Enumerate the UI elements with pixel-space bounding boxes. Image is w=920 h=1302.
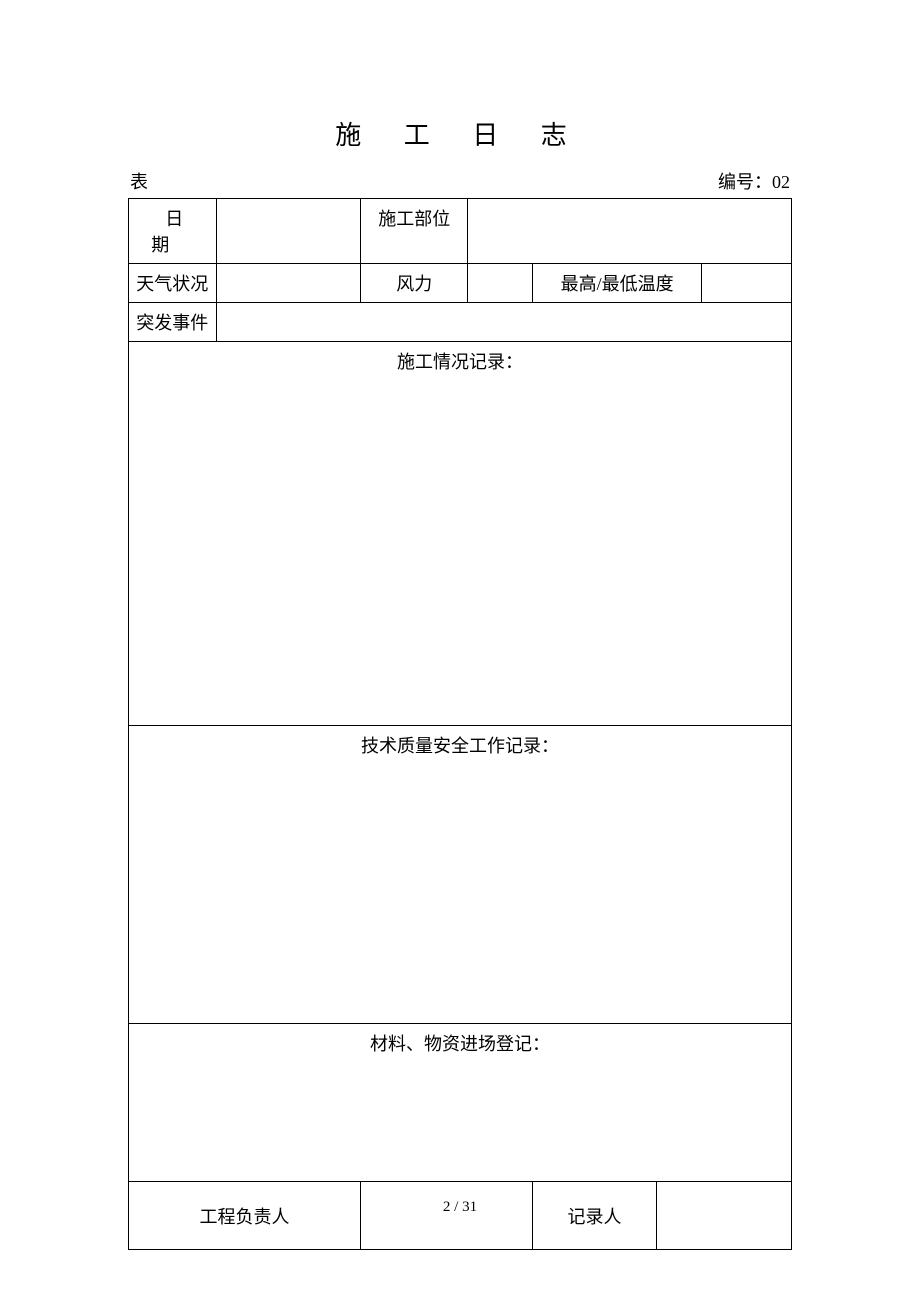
- page-container: 施 工 日 志 表 编号：02 日期 施工部位 天气状况 风力 最高/: [0, 0, 920, 1250]
- quality-safety-label: 技术质量安全工作记录：: [361, 736, 559, 756]
- date-value: [216, 199, 361, 264]
- construction-log-cell: 施工情况记录：: [129, 342, 792, 726]
- wind-value: [468, 264, 532, 303]
- materials-cell: 材料、物资进场登记：: [129, 1024, 792, 1182]
- table-label: 表: [130, 168, 148, 194]
- weather-label: 天气状况: [129, 264, 217, 303]
- construction-log-table: 日期 施工部位 天气状况 风力 最高/最低温度 突发事件 施工情况记录： 技: [128, 198, 792, 1250]
- date-label: 日期: [129, 199, 217, 264]
- construction-part-label: 施工部位: [361, 199, 468, 264]
- header-row-1: 日期 施工部位: [129, 199, 792, 264]
- quality-safety-cell: 技术质量安全工作记录：: [129, 726, 792, 1024]
- construction-log-label: 施工情况记录：: [397, 352, 523, 372]
- materials-section: 材料、物资进场登记：: [129, 1024, 792, 1182]
- header-row-2: 天气状况 风力 最高/最低温度: [129, 264, 792, 303]
- document-title: 施 工 日 志: [128, 115, 792, 152]
- construction-log-section: 施工情况记录：: [129, 342, 792, 726]
- serial-number: 编号：02: [718, 168, 790, 194]
- emergency-value: [216, 303, 791, 342]
- page-number: 2 / 31: [0, 1199, 920, 1216]
- quality-safety-section: 技术质量安全工作记录：: [129, 726, 792, 1024]
- temp-label: 最高/最低温度: [532, 264, 702, 303]
- emergency-label: 突发事件: [129, 303, 217, 342]
- weather-value: [216, 264, 361, 303]
- serial-label: 编号：: [718, 172, 772, 192]
- meta-row: 表 编号：02: [128, 168, 792, 194]
- header-row-3: 突发事件: [129, 303, 792, 342]
- materials-label: 材料、物资进场登记：: [370, 1034, 550, 1054]
- serial-value: 02: [772, 172, 790, 192]
- temp-value: [702, 264, 792, 303]
- wind-label: 风力: [361, 264, 468, 303]
- construction-part-value: [468, 199, 792, 264]
